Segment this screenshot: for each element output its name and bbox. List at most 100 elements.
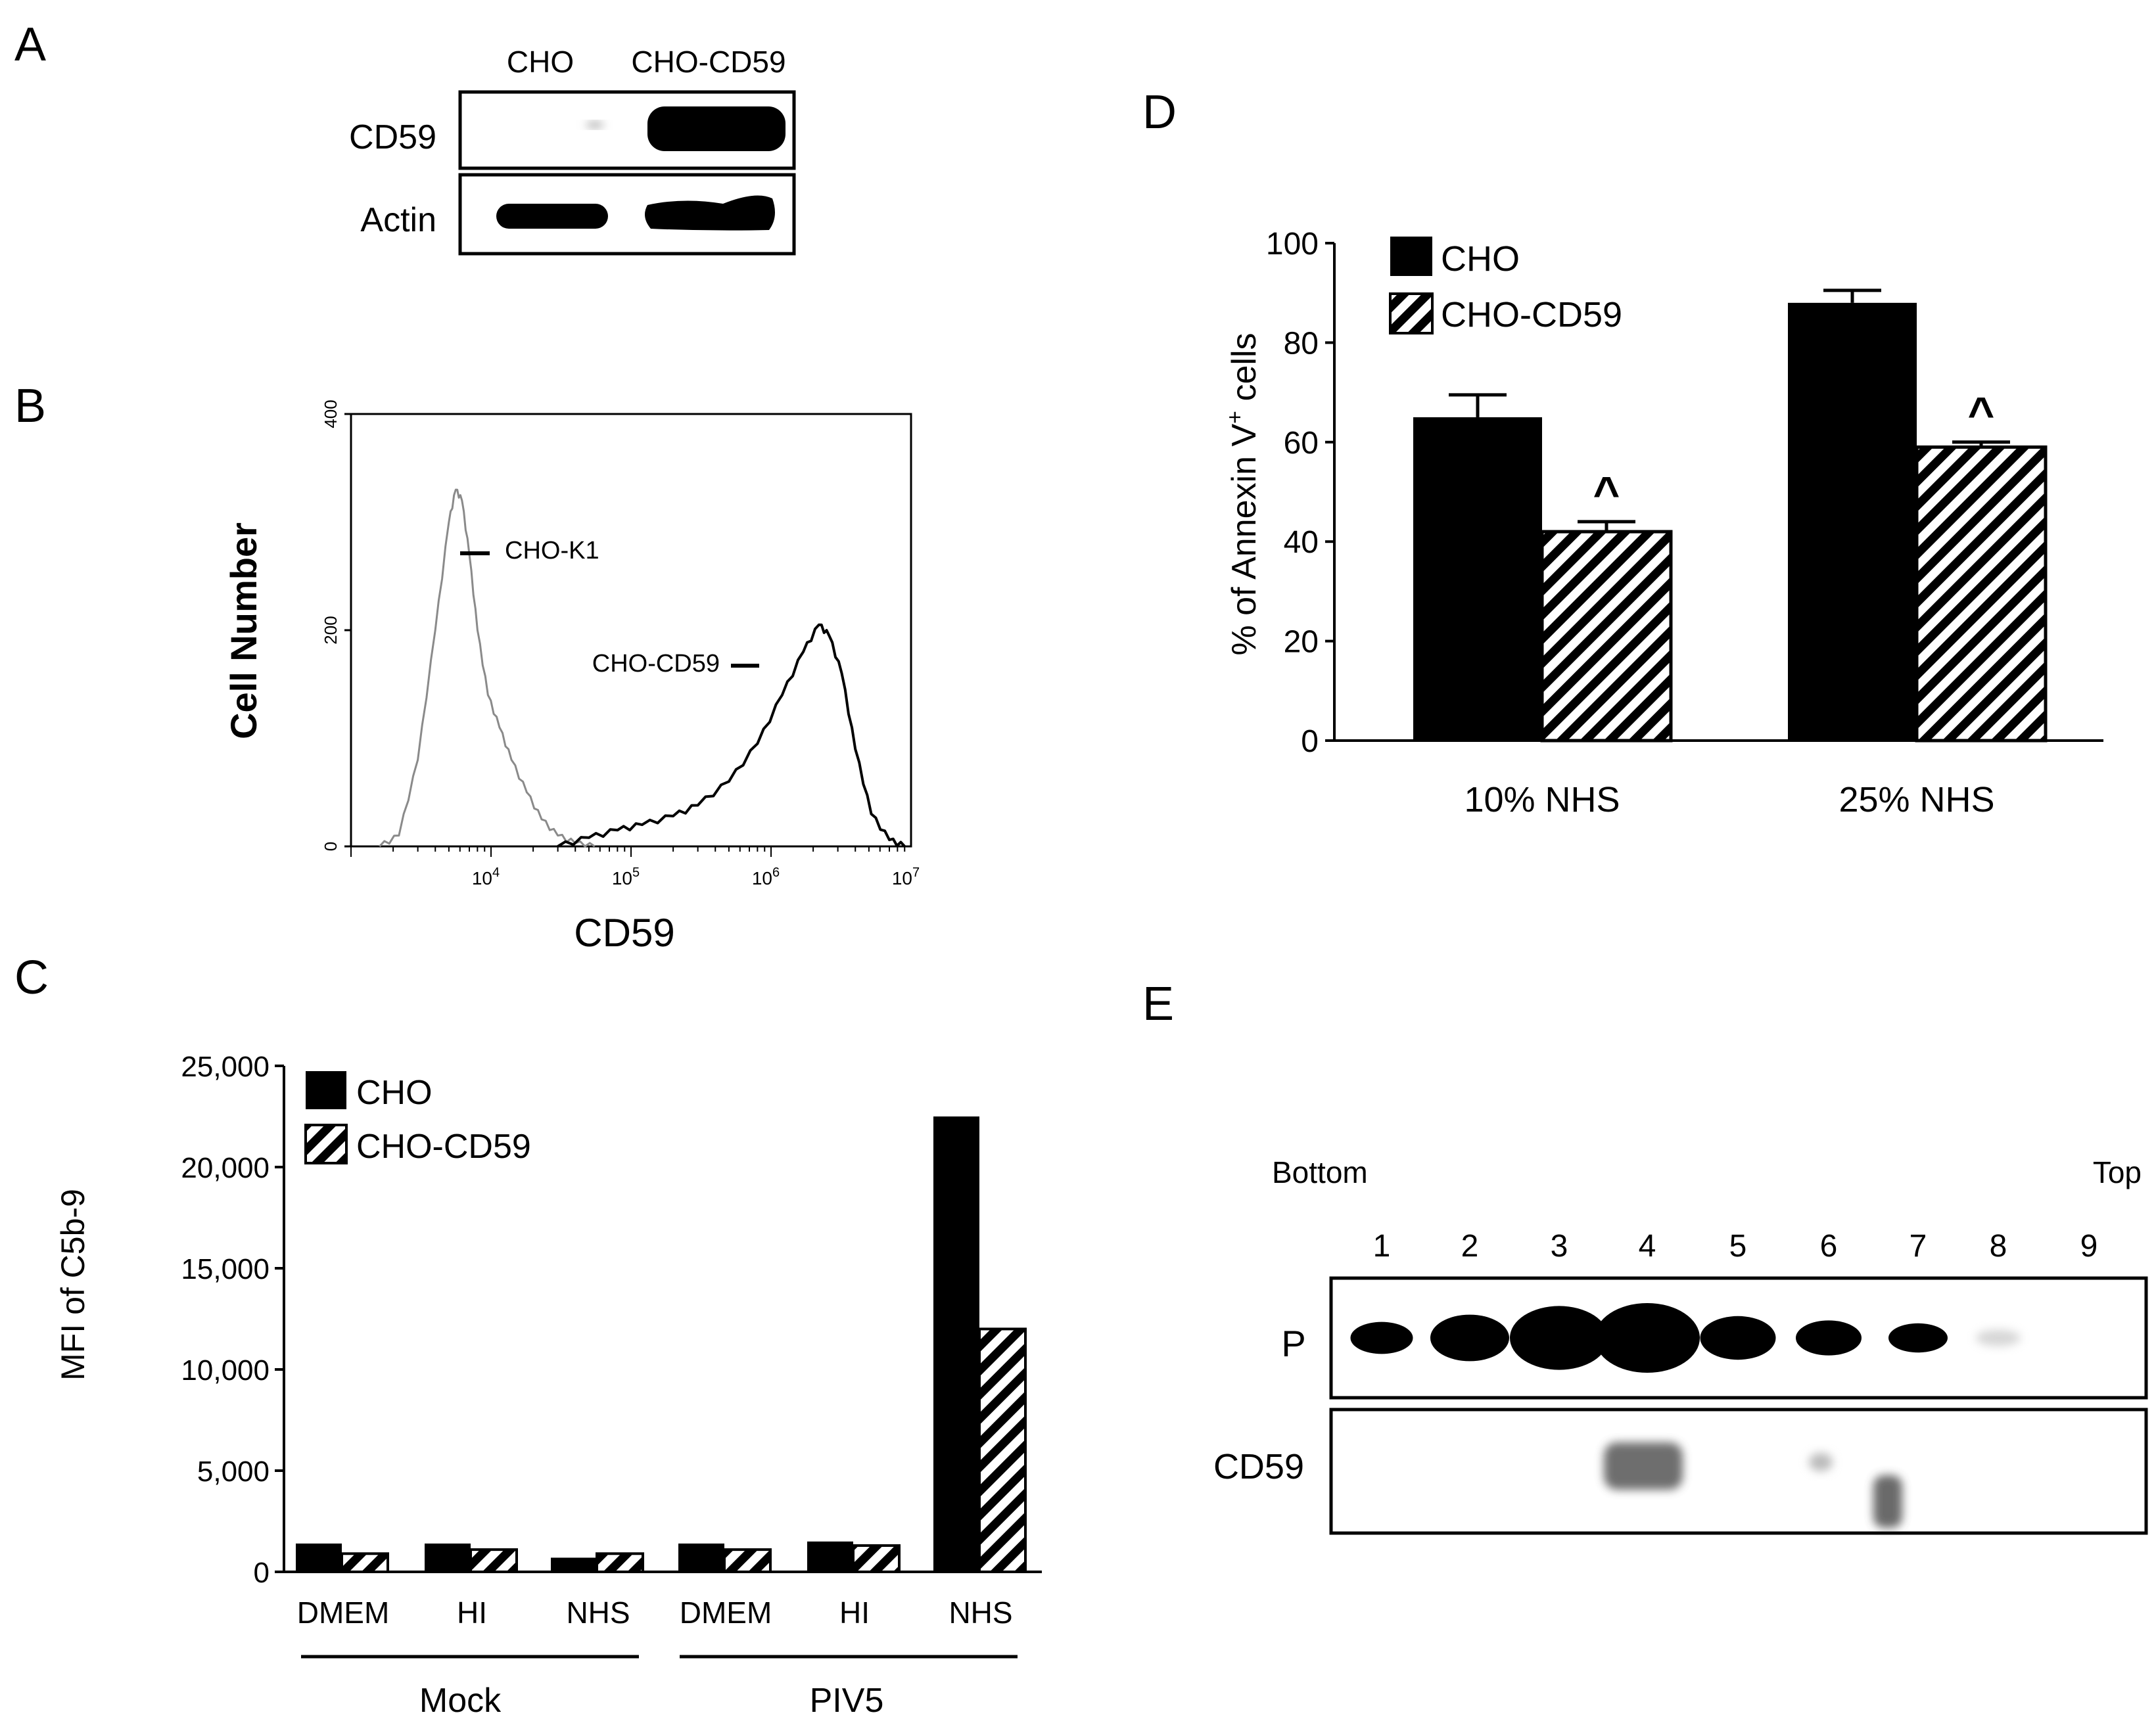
chart-d-legend-label-cho: CHO <box>1441 239 1520 279</box>
chart-c-ytick-label: 5,000 <box>197 1456 270 1488</box>
chart-d-ylabel-sup: + <box>1223 411 1248 424</box>
chart-d-ytick-label: 20 <box>1284 625 1319 660</box>
chart-d: % of Annexin V+ cells 0 20 40 60 80 100 ^ ^ 10… <box>1223 227 2103 819</box>
chart-b-ytick-label-0: 0 <box>321 842 340 851</box>
panel-label-c: C <box>14 952 49 1004</box>
panel-label-e: E <box>1142 978 1174 1030</box>
chart-c-ytick-label: 10,000 <box>181 1354 270 1387</box>
chart-c-bar-cho-4 <box>807 1541 853 1572</box>
blot-e-top-label: Top <box>2093 1155 2142 1189</box>
chart-d-significance-mark: ^ <box>1968 388 1995 439</box>
chart-d-bar-cho-1 <box>1788 302 1917 741</box>
blot-e-fraction-3: 3 <box>1551 1229 1568 1264</box>
panel-label-d: D <box>1142 86 1177 139</box>
blot-e-fraction-5: 5 <box>1729 1229 1747 1264</box>
chart-d-ytick-label: 100 <box>1266 227 1319 262</box>
chart-b-series-cho-cd59 <box>557 623 906 848</box>
blot-e-p-band-fraction-4 <box>1595 1303 1700 1373</box>
blot-e-fraction-7: 7 <box>1910 1229 1927 1264</box>
blot-a-cd59-band-cho-cd59 <box>647 106 785 151</box>
blot-a-lane-cho-cd59: CHO-CD59 <box>631 45 785 79</box>
blot-a-row-actin: Actin <box>360 201 436 239</box>
chart-d-bar-cho-cd59-0 <box>1540 530 1673 743</box>
blot-e-fraction-6: 6 <box>1820 1229 1838 1264</box>
blot-e-p-band-fraction-3 <box>1510 1306 1608 1370</box>
chart-b-ylabel: Cell Number <box>223 522 264 739</box>
chart-b-xtick-label: 104 <box>472 865 500 888</box>
blot-e-p-band-fraction-7 <box>1888 1323 1948 1353</box>
chart-d-ytick-label: 80 <box>1284 326 1319 361</box>
chart-c-ytick-label: 20,000 <box>181 1152 270 1184</box>
blot-e-row-p: P <box>1281 1323 1305 1364</box>
chart-c-legend-swatch-cho <box>306 1071 346 1109</box>
chart-b-ytick-label-400: 400 <box>321 400 340 428</box>
chart-b-series-cho-k1 <box>379 488 596 848</box>
blot-e-fraction-1: 1 <box>1373 1229 1391 1264</box>
blot-e-fraction-9: 9 <box>2080 1229 2098 1264</box>
chart-d-ytick-label: 60 <box>1284 426 1319 461</box>
chart-c-bar-cho-2 <box>551 1557 597 1572</box>
blot-e-cd59-band-fraction-7 <box>1873 1475 1902 1528</box>
chart-c-bar-cho-cd59-5 <box>978 1327 1027 1574</box>
blot-e-p-band-fraction-2 <box>1430 1314 1509 1362</box>
blot-a-row-cd59: CD59 <box>349 118 436 156</box>
chart-d-ytick-label: 0 <box>1301 724 1319 759</box>
chart-d-xtick-label: 10% NHS <box>1464 780 1620 819</box>
chart-d-bar-cho-cd59-1 <box>1915 445 2048 743</box>
chart-c-bar-cho-cd59-2 <box>596 1552 644 1574</box>
chart-c-ytick-label: 0 <box>254 1557 270 1589</box>
chart-b-annotation-cho-k1-text: CHO-K1 <box>505 537 599 564</box>
blot-e-fraction-8: 8 <box>1990 1229 2007 1264</box>
chart-c-bar-cho-5 <box>933 1116 979 1572</box>
chart-c-bar-cho-cd59-0 <box>340 1552 389 1574</box>
blot-a-lane-cho: CHO <box>507 45 574 79</box>
chart-b-xlabel: CD59 <box>574 911 674 955</box>
chart-d-legend-swatch-cho-cd59 <box>1389 292 1434 334</box>
chart-b: Cell Number CD59 0 200 400 104 105 106 107 CHO… <box>223 400 920 955</box>
chart-d-legend-swatch-cho <box>1390 237 1432 276</box>
blot-a-cd59-band-cho <box>586 122 604 127</box>
blot-e-cd59-smear-fraction-6 <box>1809 1453 1833 1471</box>
chart-c-xtick-label: NHS <box>566 1596 630 1630</box>
chart-c-bar-cho-1 <box>425 1543 471 1572</box>
blot-e-bottom-label: Bottom <box>1272 1155 1368 1189</box>
blot-a-actin-band-cho-cd59 <box>645 195 775 231</box>
blot-e: Bottom Top 1 2 3 4 5 6 7 8 9 P CD59 <box>1213 1155 2148 1535</box>
blot-e-fraction-2: 2 <box>1461 1229 1479 1264</box>
chart-d-ylabel-suffix: cells <box>1225 333 1263 410</box>
chart-c-bar-cho-0 <box>296 1543 342 1572</box>
blot-e-p-band-fraction-5 <box>1700 1316 1776 1360</box>
chart-c-bar-cho-cd59-3 <box>723 1548 772 1574</box>
blot-e-p-band-fraction-1 <box>1350 1321 1413 1354</box>
chart-d-ylabel: % of Annexin V+ cells <box>1223 333 1263 655</box>
blot-e-p-band-fraction-6 <box>1796 1320 1862 1356</box>
blot-e-row-cd59: CD59 <box>1213 1447 1304 1486</box>
chart-c-xtick-label: DMEM <box>297 1596 390 1630</box>
blot-e-fraction-4: 4 <box>1639 1229 1656 1264</box>
chart-d-ylabel-prefix: % of Annexin V <box>1225 424 1263 656</box>
chart-c-xtick-label: HI <box>839 1596 870 1630</box>
chart-b-xtick-label: 106 <box>752 865 780 888</box>
chart-d-ytick-label: 40 <box>1284 525 1319 560</box>
chart-c-bar-cho-3 <box>678 1543 724 1572</box>
chart-c-group-label-mock: Mock <box>419 1682 502 1720</box>
chart-b-annotation-cho-cd59: CHO-CD59 <box>592 650 759 678</box>
chart-d-legend-label-cho-cd59: CHO-CD59 <box>1441 295 1622 334</box>
chart-c-ytick-label: 25,000 <box>181 1051 270 1083</box>
chart-d-legend: CHO CHO-CD59 <box>1389 237 1622 334</box>
chart-b-annotation-cho-cd59-text: CHO-CD59 <box>592 650 720 678</box>
chart-c: MFI of C5b-9 0 5,000 10,000 15,000 20,000 25,… <box>55 1051 1042 1720</box>
blot-a: CHO CHO-CD59 CD59 Actin <box>349 45 796 256</box>
chart-b-ytick-label-200: 200 <box>321 616 340 644</box>
chart-c-xtick-label: DMEM <box>680 1596 772 1630</box>
chart-c-ytick-label: 15,000 <box>181 1253 270 1285</box>
panel-label-a: A <box>14 18 46 71</box>
chart-c-legend-label-cho-cd59: CHO-CD59 <box>356 1128 531 1166</box>
chart-c-ylabel: MFI of C5b-9 <box>55 1189 91 1381</box>
blot-e-cd59-band-fraction-4 <box>1604 1442 1683 1490</box>
chart-b-xtick-label: 107 <box>892 865 920 888</box>
chart-c-xtick-label: HI <box>457 1596 487 1630</box>
chart-b-xtick-label: 105 <box>612 865 640 888</box>
chart-c-bar-cho-cd59-4 <box>852 1544 901 1573</box>
